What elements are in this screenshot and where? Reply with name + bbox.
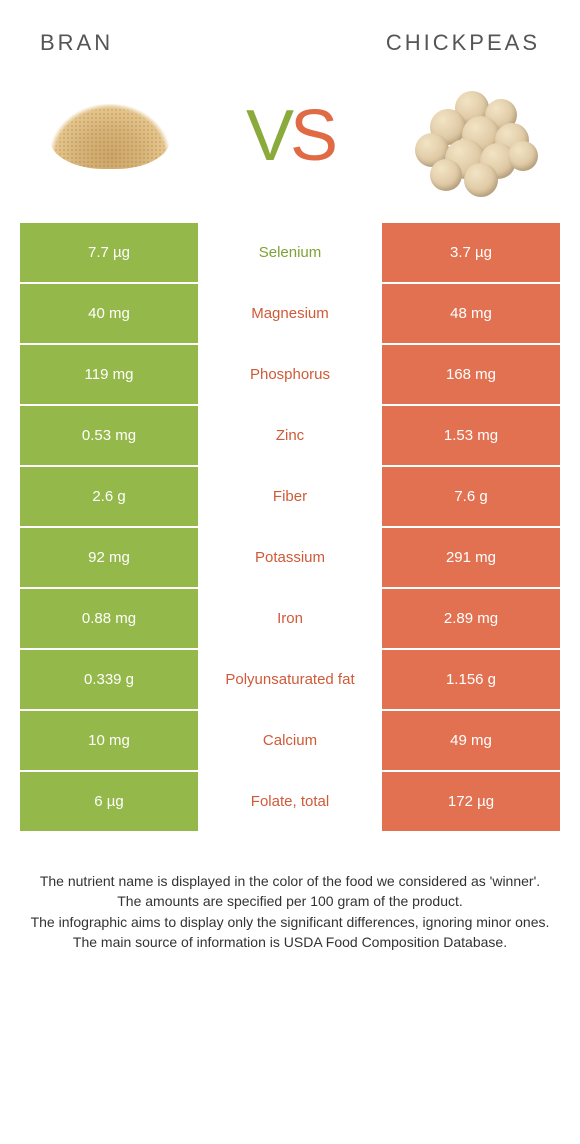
footnotes: The nutrient name is displayed in the co… [0, 831, 580, 952]
nutrient-label-cell: Calcium [198, 711, 382, 770]
chickpea-icon [430, 159, 462, 191]
nutrient-label-cell: Potassium [198, 528, 382, 587]
footnote-line: The amounts are specified per 100 gram o… [30, 891, 550, 911]
footnote-line: The infographic aims to display only the… [30, 912, 550, 932]
left-food-title: Bran [40, 30, 113, 56]
header: Bran Chickpeas [0, 0, 580, 66]
left-value-cell: 119 mg [20, 345, 198, 404]
right-value-cell: 1.156 g [382, 650, 560, 709]
right-value-cell: 3.7 µg [382, 223, 560, 282]
nutrient-label-cell: Magnesium [198, 284, 382, 343]
table-row: 0.53 mgZinc1.53 mg [20, 404, 560, 465]
table-row: 7.7 µgSelenium3.7 µg [20, 221, 560, 282]
nutrient-label-cell: Phosphorus [198, 345, 382, 404]
left-value-cell: 0.53 mg [20, 406, 198, 465]
hero-row: VS [0, 66, 580, 221]
vs-v: V [246, 96, 290, 176]
nutrient-label-cell: Selenium [198, 223, 382, 282]
chickpeas-icon [400, 81, 540, 191]
table-row: 92 mgPotassium291 mg [20, 526, 560, 587]
left-value-cell: 6 µg [20, 772, 198, 831]
right-value-cell: 168 mg [382, 345, 560, 404]
table-row: 10 mgCalcium49 mg [20, 709, 560, 770]
left-value-cell: 0.339 g [20, 650, 198, 709]
right-value-cell: 48 mg [382, 284, 560, 343]
nutrient-label-cell: Polyunsaturated fat [198, 650, 382, 709]
table-row: 6 µgFolate, total172 µg [20, 770, 560, 831]
right-value-cell: 172 µg [382, 772, 560, 831]
right-food-title: Chickpeas [386, 30, 540, 56]
footnote-line: The nutrient name is displayed in the co… [30, 871, 550, 891]
right-value-cell: 2.89 mg [382, 589, 560, 648]
left-value-cell: 7.7 µg [20, 223, 198, 282]
table-row: 119 mgPhosphorus168 mg [20, 343, 560, 404]
right-value-cell: 7.6 g [382, 467, 560, 526]
nutrient-label-cell: Iron [198, 589, 382, 648]
table-row: 40 mgMagnesium48 mg [20, 282, 560, 343]
table-row: 2.6 gFiber7.6 g [20, 465, 560, 526]
left-value-cell: 10 mg [20, 711, 198, 770]
left-value-cell: 0.88 mg [20, 589, 198, 648]
table-row: 0.88 mgIron2.89 mg [20, 587, 560, 648]
bran-pile-icon [50, 104, 170, 169]
bran-image [40, 81, 180, 191]
vs-s: S [290, 96, 334, 176]
table-row: 0.339 gPolyunsaturated fat1.156 g [20, 648, 560, 709]
nutrient-label-cell: Folate, total [198, 772, 382, 831]
chickpea-icon [464, 163, 498, 197]
left-value-cell: 92 mg [20, 528, 198, 587]
comparison-table: 7.7 µgSelenium3.7 µg40 mgMagnesium48 mg1… [20, 221, 560, 831]
chickpea-icon [508, 141, 538, 171]
vs-label: VS [246, 95, 334, 177]
right-value-cell: 49 mg [382, 711, 560, 770]
left-value-cell: 40 mg [20, 284, 198, 343]
footnote-line: The main source of information is USDA F… [30, 932, 550, 952]
chickpeas-image [400, 81, 540, 191]
nutrient-label-cell: Zinc [198, 406, 382, 465]
left-value-cell: 2.6 g [20, 467, 198, 526]
right-value-cell: 1.53 mg [382, 406, 560, 465]
nutrient-label-cell: Fiber [198, 467, 382, 526]
right-value-cell: 291 mg [382, 528, 560, 587]
